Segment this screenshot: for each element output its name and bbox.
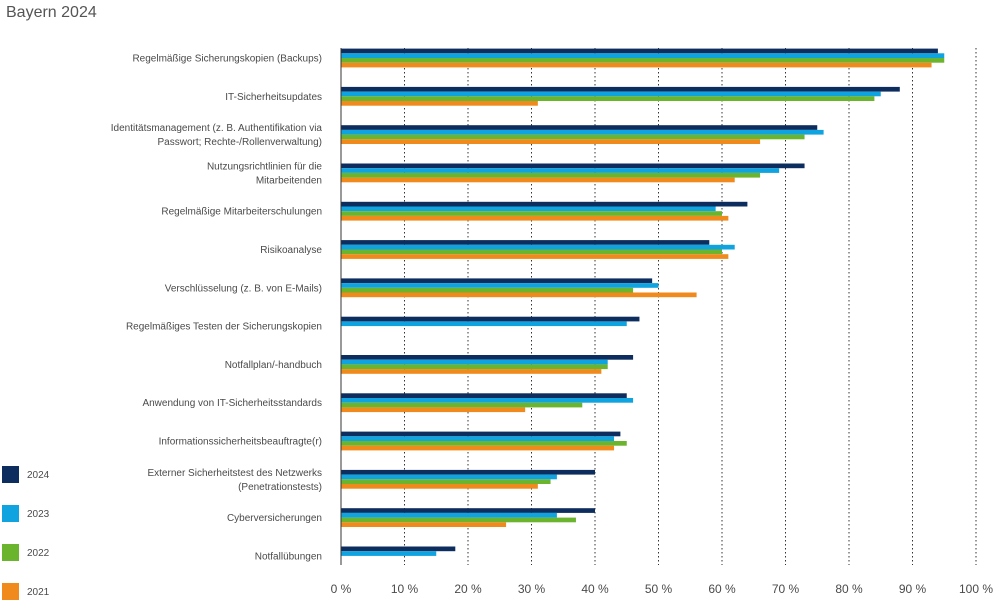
legend: 2024 2023 2022 2021 [2,466,50,600]
bars [341,48,945,556]
bar-2021 [341,407,526,413]
legend-label: 2023 [27,509,50,520]
bar-2022 [341,249,722,255]
bar-2022 [341,287,634,293]
bar-2024 [341,278,653,284]
category-label: Nutzungsrichtlinien für die [207,161,322,172]
bar-2021 [341,445,615,451]
bar-2024 [341,240,710,245]
bar-2022 [341,96,875,101]
x-tick-label: 80 % [835,582,863,596]
bar-2024 [341,355,634,360]
bar-2024 [341,431,621,437]
bar-2024 [341,508,595,513]
x-tick-label: 50 % [645,582,673,596]
bar-2021 [341,101,538,106]
category-label: Regelmäßiges Testen der Sicherungskopien [126,322,322,333]
x-tick-label: 10 % [391,582,419,596]
bar-2021 [341,215,729,221]
category-label: Risikoanalyse [260,245,322,256]
category-label: Identitätsmanagement (z. B. Authentifika… [111,123,323,134]
x-tick-label: 90 % [899,582,927,596]
bar-2021 [341,254,729,259]
bar-2021 [341,139,761,144]
bar-2024 [341,469,595,475]
x-tick-label: 100 % [959,582,993,596]
x-tick-label: 70 % [772,582,800,596]
bar-2022 [341,479,551,484]
legend-swatch-2022 [2,544,19,561]
category-label: IT-Sicherheitsupdates [225,92,322,103]
x-tick-label: 30 % [518,582,546,596]
bar-2023 [341,436,615,441]
bar-2024 [341,393,627,398]
chart-title: Bayern 2024 [6,4,97,21]
category-label: Passwort; Rechte-/Rollenverwaltung) [157,137,322,148]
category-label: (Penetrationstests) [238,482,322,493]
category-label: Externer Sicherheitstest des Netzwerks [147,468,322,479]
bar-2022 [341,441,627,446]
bar-2024 [341,125,818,130]
category-label: Mitarbeitenden [256,175,322,186]
bar-2023 [341,129,824,135]
bar-2024 [341,163,805,169]
bar-2022 [341,134,805,140]
bar-2023 [341,206,716,212]
bar-2022 [341,58,945,63]
category-label: Verschlüsselung (z. B. von E-Mails) [165,283,322,294]
category-label: Anwendung von IT-Sicherheitsstandards [142,398,322,409]
bar-2023 [341,359,608,365]
bar-2021 [341,292,697,298]
bar-2023 [341,551,437,556]
legend-label: 2024 [27,470,50,481]
category-label: Informationssicherheitsbeauftragte(r) [159,437,322,448]
legend-swatch-2023 [2,505,19,522]
bar-2023 [341,398,634,403]
legend-label: 2021 [27,587,50,598]
x-tick-label: 60 % [708,582,736,596]
bar-2023 [341,168,780,173]
bar-2023 [341,91,881,97]
category-labels: Regelmäßige Sicherungskopien (Backups) IT… [111,54,323,563]
bar-2023 [341,474,557,480]
bar-2023 [341,283,659,288]
bar-2022 [341,517,576,523]
bar-2024 [341,48,938,54]
legend-swatch-2021 [2,583,19,600]
bar-2021 [341,484,538,489]
x-tick-label: 0 % [331,582,352,596]
bar-2021 [341,522,507,527]
bar-2024 [341,201,748,207]
legend-label: 2022 [27,548,50,559]
bar-2022 [341,364,608,370]
x-tick-label: 40 % [581,582,609,596]
x-tick-label: 20 % [454,582,482,596]
bar-2022 [341,211,722,216]
bar-2023 [341,512,557,518]
bar-2021 [341,177,735,183]
category-label: Notfallplan/-handbuch [225,360,322,371]
bar-2023 [341,53,945,58]
bar-2024 [341,86,900,92]
category-label: Regelmäßige Mitarbeiterschulungen [161,207,322,218]
bar-2021 [341,369,602,374]
x-tick-labels: 0 % 10 % 20 % 30 % 40 % 50 % 60 % 70 % 80 % 90 % 1… [331,582,994,596]
category-label: Regelmäßige Sicherungskopien (Backups) [132,54,322,65]
category-label: Notfallübungen [255,551,322,562]
legend-swatch-2024 [2,466,19,483]
bar-2024 [341,546,456,552]
category-label: Cyberversicherungen [227,513,322,524]
bar-2021 [341,62,932,68]
bar-2022 [341,402,583,408]
bar-2023 [341,244,735,250]
bar-2022 [341,172,761,178]
bar-2024 [341,316,640,322]
bar-2023 [341,321,627,327]
